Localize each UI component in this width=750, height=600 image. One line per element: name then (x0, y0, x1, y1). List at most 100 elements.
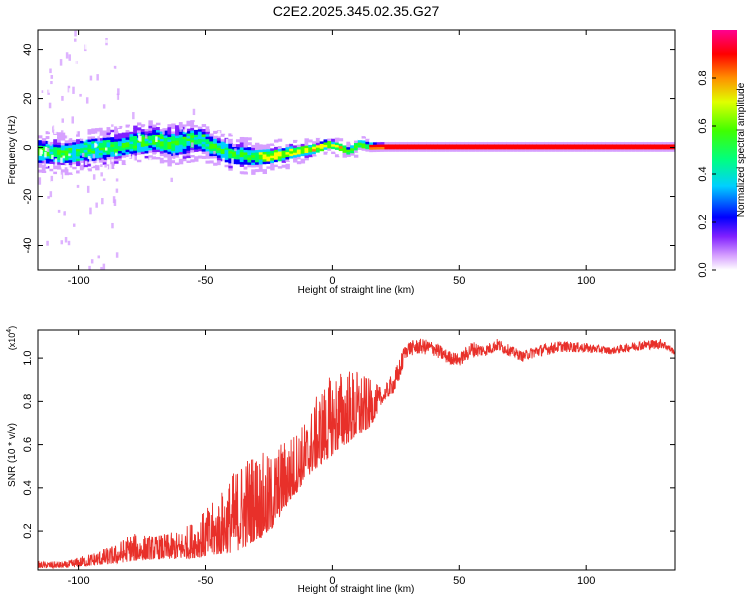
heatmap-cell (289, 153, 294, 157)
heatmap-noise-cell (70, 81, 73, 85)
heatmap-noise-cell (193, 172, 196, 177)
heatmap-noise-cell (47, 139, 51, 145)
heatmap-cell (98, 147, 104, 151)
heatmap-cell (498, 143, 504, 147)
heatmap-cell (110, 163, 115, 167)
heatmap-noise-cell (97, 255, 101, 259)
heatmap-cell (293, 147, 298, 151)
heatmap-cell (209, 155, 214, 159)
heatmap-cell (76, 138, 81, 142)
heatmap-cell (525, 151, 530, 155)
heatmap-cell (247, 164, 252, 168)
heatmap-cell (79, 132, 85, 137)
heatmap-cell (342, 154, 347, 158)
heatmap-noise-cell (66, 162, 69, 166)
heatmap-cell (125, 151, 130, 155)
heatmap-cell (411, 143, 416, 147)
heatmap-cell (239, 161, 245, 165)
heatmap-cell (98, 127, 104, 131)
heatmap-cell (254, 144, 260, 148)
heatmap-cell (403, 143, 408, 147)
heatmap-cell (171, 150, 176, 154)
heatmap-cell (254, 142, 260, 146)
heatmap-cell (53, 144, 58, 148)
heatmap-cell (414, 143, 420, 147)
heatmap-noise-cell (81, 152, 85, 158)
heatmap-noise-cell (173, 108, 177, 112)
heatmap-noise-cell (98, 264, 101, 270)
heatmap-cell (315, 147, 321, 151)
heatmap-cell (388, 148, 393, 152)
heatmap-noise-cell (60, 240, 64, 245)
heatmap-cell (232, 156, 237, 160)
heatmap-cell (182, 131, 188, 135)
snr-y-multiplier: (x104) (6, 326, 17, 350)
heatmap-cell (654, 143, 660, 147)
heatmap-cell (578, 141, 583, 145)
heatmap-cell (452, 138, 458, 143)
heatmap-cell (487, 148, 492, 152)
heatmap-cell (510, 148, 515, 152)
heatmap-cell (430, 138, 435, 143)
heatmap-cell (53, 139, 58, 143)
heatmap-cell (460, 146, 465, 150)
heatmap-cell (197, 140, 203, 144)
heatmap-cell (669, 141, 675, 145)
heatmap-cell (144, 145, 149, 149)
snr-ytick-label: 0.6 (22, 437, 34, 452)
heatmap-cell (593, 141, 599, 145)
heatmap-cell (133, 135, 138, 139)
heatmap-cell (254, 164, 260, 168)
heatmap-noise-cell (79, 170, 83, 176)
heatmap-cell (270, 160, 275, 164)
heatmap-cell (300, 155, 306, 159)
heatmap-cell (129, 136, 134, 140)
heatmap-cell (213, 135, 218, 139)
heatmap-cell (597, 138, 603, 143)
heatmap-cell (491, 148, 496, 152)
heatmap-cell (91, 148, 96, 152)
heatmap-cell (525, 143, 530, 147)
heatmap-noise-cell (69, 109, 73, 117)
heatmap-cell (64, 169, 70, 173)
heatmap-cell (567, 148, 572, 152)
heatmap-cell (76, 133, 81, 137)
heatmap-cell (323, 146, 328, 150)
heatmap-cell (395, 138, 401, 143)
heatmap-cell (148, 142, 153, 146)
heatmap-cell (589, 141, 595, 145)
heatmap-cell (68, 159, 73, 163)
heatmap-cell (540, 148, 545, 152)
heatmap-cell (247, 161, 252, 165)
heatmap-cell (190, 137, 195, 141)
snr-xtick-label: 50 (453, 575, 465, 587)
heatmap-cell (216, 154, 222, 158)
heatmap-cell (194, 139, 199, 143)
heatmap-cell (258, 139, 264, 143)
heatmap-cell (49, 168, 54, 172)
heatmap-cell (60, 137, 66, 141)
heatmap-cell (72, 158, 77, 162)
heatmap-cell (72, 171, 77, 175)
heatmap-cell (372, 144, 378, 148)
heatmap-cell (597, 143, 603, 147)
heatmap-cell (220, 141, 226, 145)
heatmap-cell (125, 129, 130, 133)
heatmap-cell (76, 145, 81, 149)
heatmap-cell (133, 145, 138, 149)
heatmap-cell (125, 149, 130, 153)
heatmap-cell (296, 141, 302, 145)
heatmap-noise-cell (90, 46, 94, 53)
heatmap-noise-cell (110, 100, 114, 107)
heatmap-noise-cell (55, 56, 59, 64)
heatmap-cell (525, 148, 530, 152)
heatmap-cell (479, 143, 484, 147)
heatmap-cell (220, 163, 226, 167)
heatmap-cell (262, 156, 268, 160)
heatmap-cell (369, 151, 374, 155)
heatmap-noise-cell (109, 63, 113, 72)
heatmap-cell (372, 141, 378, 145)
heatmap-cell (159, 126, 165, 130)
heatmap-cell (159, 157, 165, 161)
